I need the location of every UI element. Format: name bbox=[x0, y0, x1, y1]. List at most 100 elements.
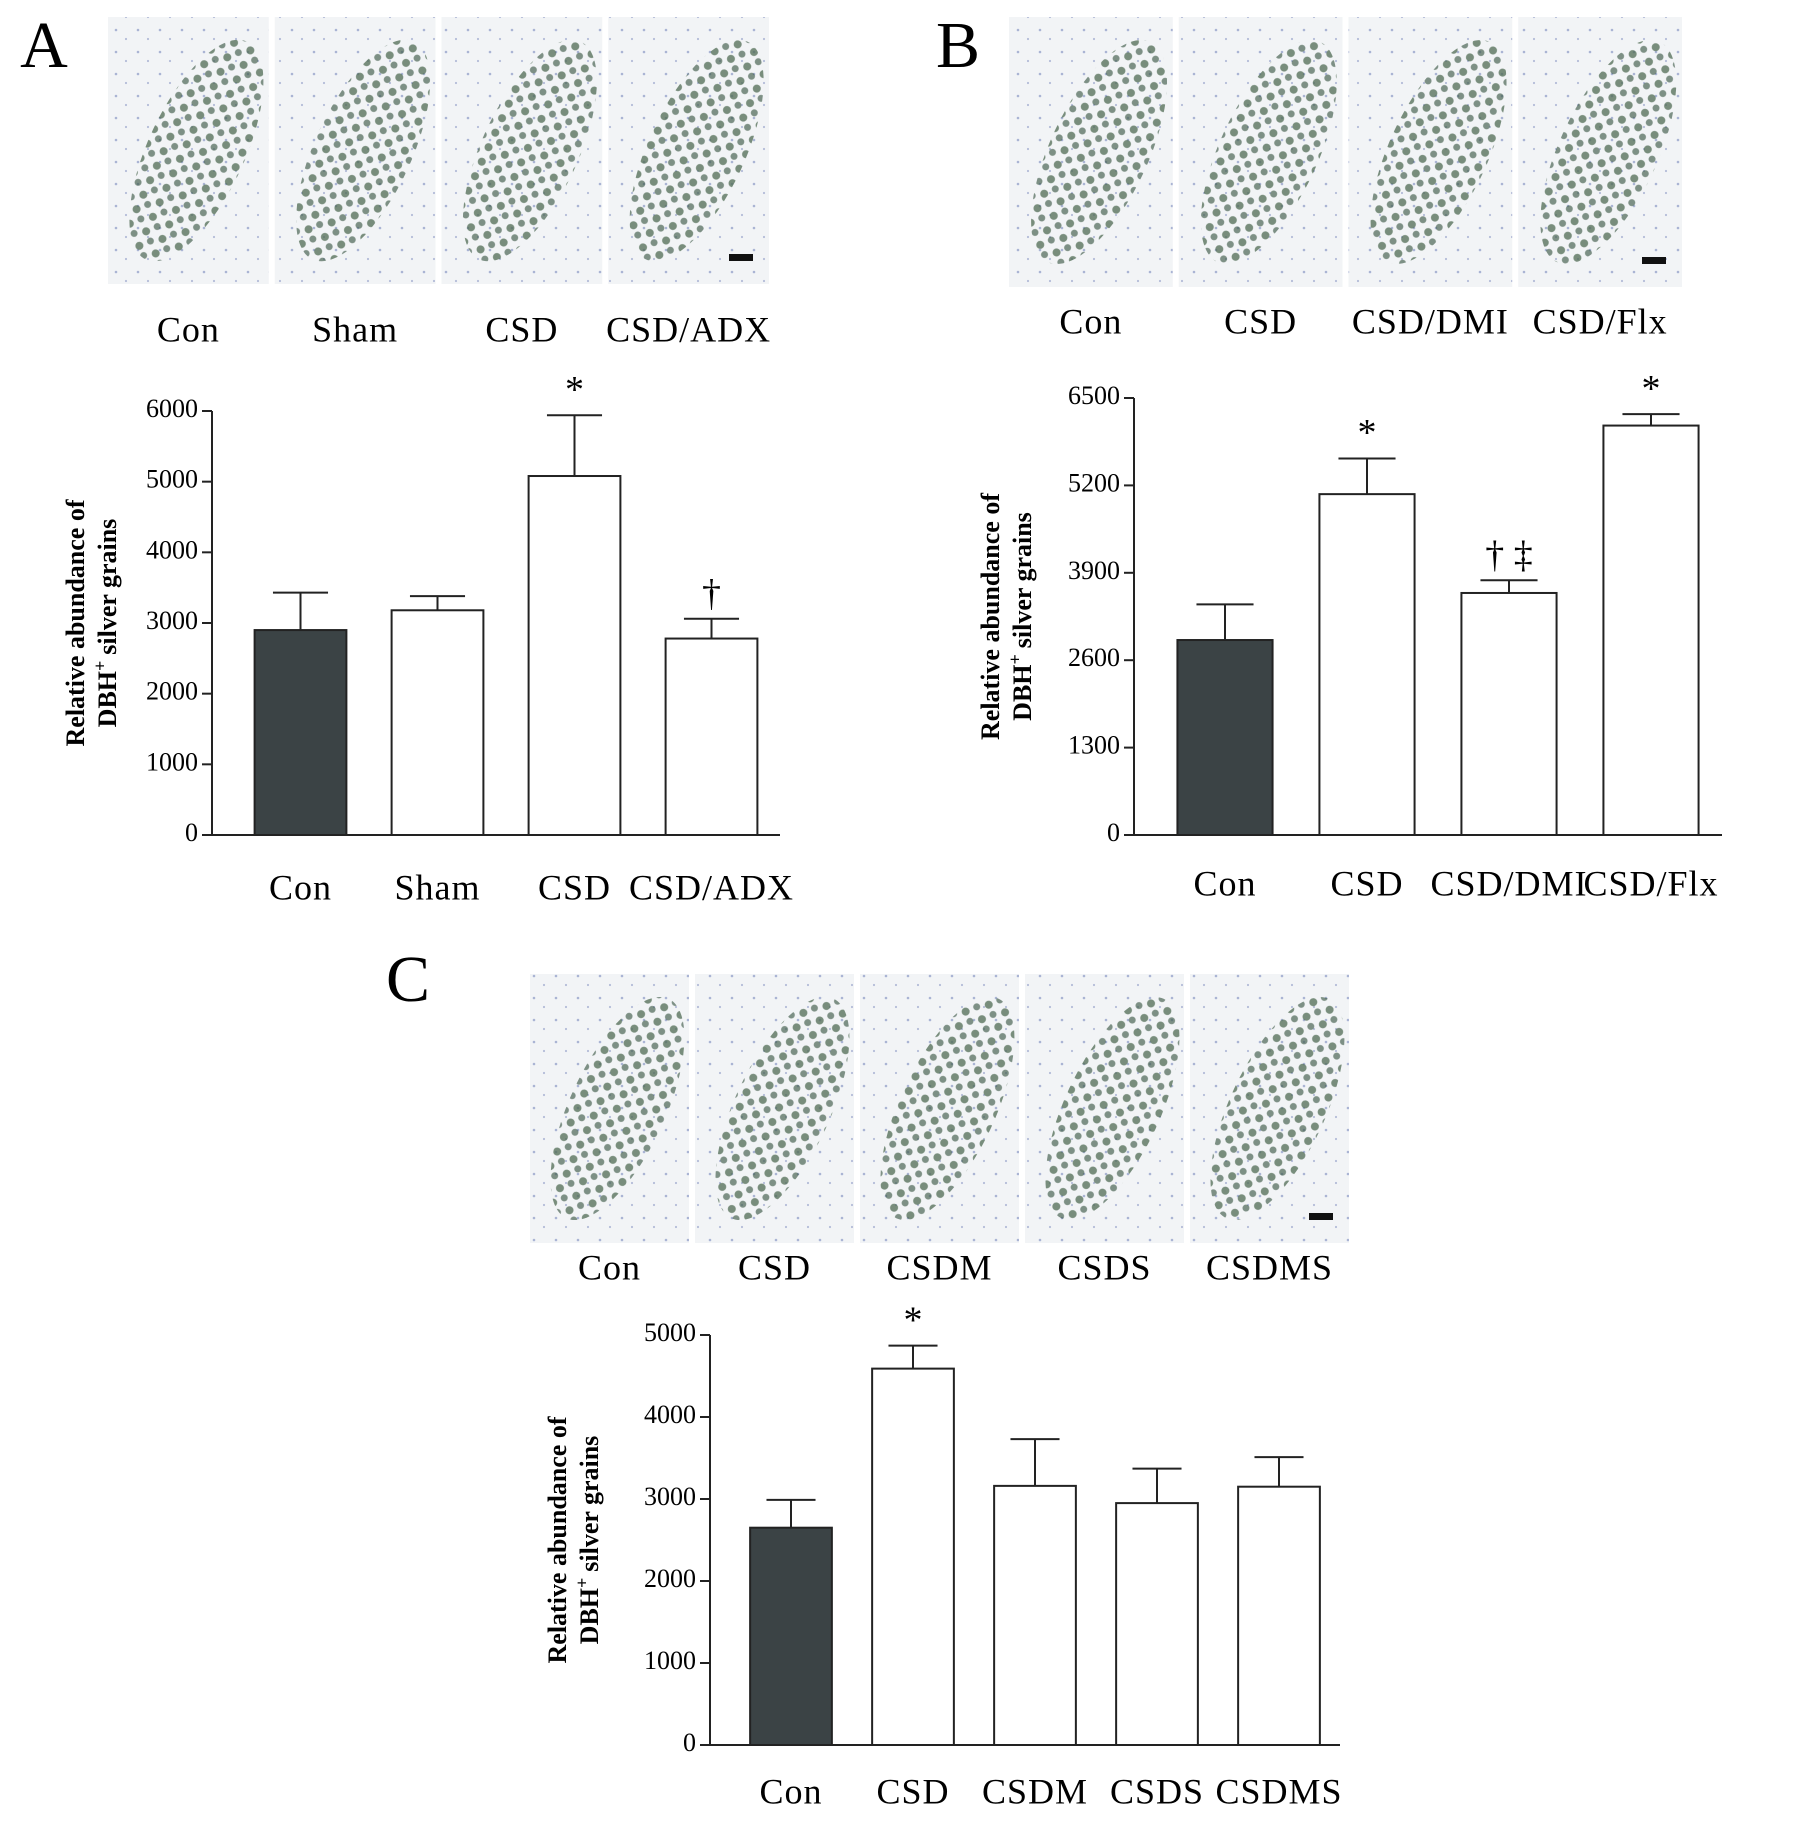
image-label: CSD/Flx bbox=[1533, 301, 1668, 341]
x-tick-label: Con bbox=[759, 1771, 822, 1811]
significance-label: * bbox=[1358, 412, 1377, 454]
x-tick-label: CSDM bbox=[982, 1771, 1088, 1811]
panel-letter: A bbox=[20, 9, 68, 82]
bar bbox=[1176, 639, 1274, 836]
bar bbox=[390, 609, 485, 837]
image-label: CSD/DMI bbox=[1352, 301, 1509, 341]
significance-label: † ‡ bbox=[1485, 534, 1533, 576]
y-axis-label-sup: + bbox=[90, 661, 110, 671]
x-tick-label: CSD bbox=[876, 1771, 949, 1811]
y-axis-label: Relative abundance of bbox=[543, 1416, 572, 1663]
image-label: CSD/ADX bbox=[606, 309, 771, 349]
y-tick-label: 1000 bbox=[146, 747, 198, 776]
y-axis-label-part: silver grains bbox=[93, 519, 122, 655]
panel-letter: B bbox=[936, 9, 980, 82]
y-tick-label: 5000 bbox=[644, 1318, 696, 1347]
x-tick-label: CSD/ADX bbox=[629, 867, 794, 907]
x-tick-label: CSD/Flx bbox=[1583, 863, 1718, 903]
x-tick-label: CSD/DMI bbox=[1430, 863, 1587, 903]
micrograph-stain bbox=[462, 39, 597, 262]
bar bbox=[253, 629, 348, 836]
panel-letter: C bbox=[386, 943, 430, 1016]
y-tick-label: 2000 bbox=[146, 677, 198, 706]
y-axis-label-part: DBH bbox=[93, 671, 122, 727]
y-tick-label: 1000 bbox=[644, 1646, 696, 1675]
y-axis-label-part: silver grains bbox=[575, 1436, 604, 1572]
x-tick-label: CSDMS bbox=[1215, 1771, 1342, 1811]
image-label: CSDS bbox=[1057, 1247, 1151, 1287]
image-label: CSD bbox=[738, 1247, 811, 1287]
micrograph-stain bbox=[1540, 39, 1677, 265]
y-axis-label: DBH+ silver grains bbox=[572, 1436, 604, 1645]
image-label: Con bbox=[578, 1247, 641, 1287]
micrograph-stain bbox=[129, 39, 264, 262]
image-label: Sham bbox=[312, 309, 398, 349]
micrograph-stain bbox=[1370, 39, 1507, 265]
y-axis-label: DBH+ silver grains bbox=[1005, 512, 1037, 721]
y-tick-label: 4000 bbox=[146, 535, 198, 564]
scale-bar bbox=[729, 254, 753, 261]
bar bbox=[993, 1484, 1077, 1746]
y-tick-label: 3000 bbox=[644, 1482, 696, 1511]
y-axis-label: Relative abundance of bbox=[61, 499, 90, 746]
bar bbox=[1115, 1502, 1199, 1746]
y-axis-label-sup: + bbox=[1005, 654, 1025, 664]
significance-label: * bbox=[565, 369, 584, 411]
y-axis-label-part: DBH bbox=[575, 1588, 604, 1644]
micrograph-stain bbox=[1210, 996, 1345, 1221]
significance-label: * bbox=[1642, 368, 1661, 410]
x-tick-label: Con bbox=[269, 867, 332, 907]
micrograph-stain bbox=[296, 39, 431, 262]
bar bbox=[664, 637, 759, 837]
micrograph-stain bbox=[550, 996, 685, 1221]
micrograph-stain bbox=[715, 996, 850, 1221]
bar bbox=[527, 475, 622, 836]
micrograph-stain bbox=[1031, 39, 1168, 265]
scale-bar bbox=[1642, 257, 1666, 264]
scale-bar bbox=[1309, 1213, 1333, 1220]
y-tick-label: 6500 bbox=[1068, 381, 1120, 410]
x-tick-label: CSD bbox=[538, 867, 611, 907]
y-tick-label: 5000 bbox=[146, 465, 198, 494]
y-tick-label: 3000 bbox=[146, 606, 198, 635]
y-tick-label: 1300 bbox=[1068, 731, 1120, 760]
y-axis-label-sup: + bbox=[572, 1578, 592, 1588]
y-axis-label-part: DBH bbox=[1008, 664, 1037, 720]
significance-label: † bbox=[702, 572, 721, 614]
image-label: CSD bbox=[485, 309, 558, 349]
y-tick-label: 5200 bbox=[1068, 468, 1120, 497]
image-label: Con bbox=[157, 309, 220, 349]
y-axis-label-line: Relative abundance of bbox=[543, 1416, 572, 1663]
micrograph-stain bbox=[1045, 996, 1180, 1221]
x-tick-label: Con bbox=[1193, 863, 1256, 903]
y-axis-label-part: silver grains bbox=[1008, 512, 1037, 648]
image-label: CSD bbox=[1224, 301, 1297, 341]
x-tick-label: Sham bbox=[394, 867, 480, 907]
x-tick-label: CSD bbox=[1330, 863, 1403, 903]
y-axis-label-line: Relative abundance of bbox=[61, 499, 90, 746]
y-tick-label: 0 bbox=[185, 818, 198, 847]
bar bbox=[1460, 591, 1558, 836]
y-tick-label: 4000 bbox=[644, 1400, 696, 1429]
bar bbox=[871, 1367, 955, 1746]
y-tick-label: 0 bbox=[683, 1728, 696, 1757]
bar bbox=[1318, 493, 1416, 836]
y-axis-label: DBH+ silver grains bbox=[90, 519, 122, 728]
significance-label: * bbox=[904, 1299, 923, 1341]
y-tick-label: 0 bbox=[1107, 818, 1120, 847]
y-tick-label: 2600 bbox=[1068, 643, 1120, 672]
y-axis-label: Relative abundance of bbox=[976, 493, 1005, 740]
image-label: CSDM bbox=[886, 1247, 992, 1287]
micrograph-stain bbox=[1200, 39, 1337, 265]
y-tick-label: 6000 bbox=[146, 394, 198, 423]
image-label: CSDMS bbox=[1206, 1247, 1333, 1287]
micrograph-stain bbox=[880, 996, 1015, 1221]
bar bbox=[1237, 1485, 1321, 1746]
bar bbox=[749, 1526, 833, 1746]
y-tick-label: 2000 bbox=[644, 1564, 696, 1593]
x-tick-label: CSDS bbox=[1110, 1771, 1204, 1811]
y-axis-label-line: Relative abundance of bbox=[976, 493, 1005, 740]
image-label: Con bbox=[1059, 301, 1122, 341]
micrograph-stain bbox=[629, 39, 764, 262]
